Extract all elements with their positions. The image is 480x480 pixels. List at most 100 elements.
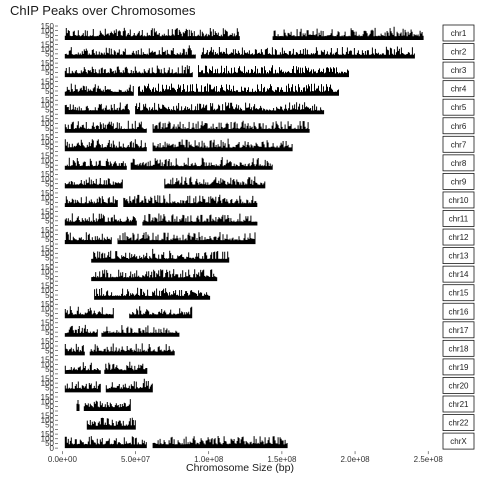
y-tick-label: 0 (50, 370, 55, 379)
strip-box (442, 210, 475, 227)
strip-label-chr22: chr22 (448, 419, 469, 428)
y-tick-label: 0 (50, 110, 55, 119)
peak-bars-chr7 (64, 138, 293, 152)
strip-box (442, 358, 475, 376)
peak-bars-chr21 (76, 399, 131, 411)
peak-bars-chr20 (64, 378, 153, 393)
y-tick-label: 0 (50, 54, 55, 63)
strip-box (442, 172, 475, 190)
x-tick-label: 0.0e+00 (48, 455, 78, 464)
strip-label-chr18: chr18 (448, 344, 469, 353)
strip-label-chr21: chr21 (448, 400, 469, 409)
x-axis-label: Chromosome Size (bp) (186, 462, 294, 474)
y-tick-label: 50 (45, 254, 54, 263)
y-tick-label: 100 (41, 175, 55, 184)
y-tick-label: 100 (41, 64, 55, 73)
y-tick-label: 100 (41, 156, 55, 165)
strip-box (442, 432, 475, 450)
strip-label-chr9: chr9 (451, 177, 467, 186)
peak-bars-chr17 (64, 324, 180, 337)
strip-label-chr11: chr11 (449, 215, 469, 224)
y-tick-label: 0 (50, 203, 55, 212)
peak-bars-chr13 (91, 248, 230, 263)
y-tick-label: 50 (45, 198, 54, 207)
strip-box (442, 61, 475, 79)
peak-bars-chr9 (64, 176, 266, 189)
y-tick-label: 150 (41, 393, 55, 402)
strip-box (442, 80, 475, 98)
strip-box (442, 135, 475, 153)
y-tick-label: 50 (45, 421, 54, 430)
y-tick-label: 0 (50, 314, 55, 323)
y-tick-label: 50 (45, 384, 54, 393)
y-tick-label: 50 (45, 87, 54, 96)
y-tick-label: 100 (41, 360, 55, 369)
strip-box (442, 43, 475, 60)
y-tick-label: 100 (41, 138, 55, 147)
y-tick-label: 50 (45, 346, 54, 355)
y-tick-label: 150 (41, 282, 55, 291)
y-tick-label: 50 (45, 272, 54, 281)
peak-bars-chr6 (64, 120, 310, 133)
peak-bars-chr12 (64, 231, 256, 245)
y-tick-label: 150 (41, 411, 55, 420)
y-tick-label: 0 (50, 333, 55, 342)
strip-label-chr2: chr2 (451, 48, 467, 57)
strip-label-chr14: chr14 (448, 270, 469, 279)
strip-box (442, 377, 475, 394)
y-tick-label: 150 (41, 77, 55, 86)
y-tick-label: 100 (41, 342, 55, 351)
y-tick-label: 100 (41, 286, 55, 295)
y-tick-label: 50 (45, 124, 54, 133)
y-tick-label: 100 (41, 193, 55, 202)
strip-label-chr13: chr13 (448, 252, 469, 261)
strip-label-chr20: chr20 (448, 381, 469, 390)
y-tick-label: 50 (45, 180, 54, 189)
peak-bars-chr8 (64, 157, 273, 170)
y-tick-label: 100 (41, 212, 55, 221)
peak-bars-chr11 (64, 213, 258, 226)
y-tick-label: 150 (41, 96, 55, 105)
y-tick-label: 150 (41, 300, 55, 309)
y-tick-label: 150 (41, 356, 55, 365)
y-tick-label: 0 (50, 147, 55, 156)
strip-label-chr10: chr10 (448, 196, 469, 205)
strip-box (442, 228, 475, 246)
y-tick-label: 0 (50, 73, 55, 82)
strip-label-chr1: chr1 (451, 29, 467, 38)
y-tick-label: 0 (50, 388, 55, 397)
y-tick-label: 150 (41, 152, 55, 161)
strip-label-chr15: chr15 (448, 289, 469, 298)
x-tick-label: 1.5e+08 (267, 455, 297, 464)
y-tick-label: 0 (50, 184, 55, 193)
y-tick-label: 50 (45, 328, 54, 337)
strip-box (442, 321, 475, 339)
strip-box (442, 265, 475, 283)
y-tick-label: 100 (41, 379, 55, 388)
y-tick-label: 50 (45, 50, 54, 59)
y-tick-label: 150 (41, 226, 55, 235)
y-tick-label: 0 (50, 444, 55, 453)
y-tick-label: 50 (45, 142, 54, 151)
strip-label-chr8: chr8 (451, 159, 467, 168)
y-tick-label: 50 (45, 365, 54, 374)
peak-bars-chr19 (64, 361, 148, 374)
y-tick-label: 150 (41, 263, 55, 272)
y-tick-label: 0 (50, 407, 55, 416)
strip-label-chr5: chr5 (451, 103, 467, 112)
y-tick-label: 150 (41, 374, 55, 383)
peak-bars-chr14 (91, 269, 218, 282)
y-tick-label: 150 (41, 337, 55, 346)
y-tick-label: 50 (45, 31, 54, 40)
y-tick-label: 100 (41, 268, 55, 277)
